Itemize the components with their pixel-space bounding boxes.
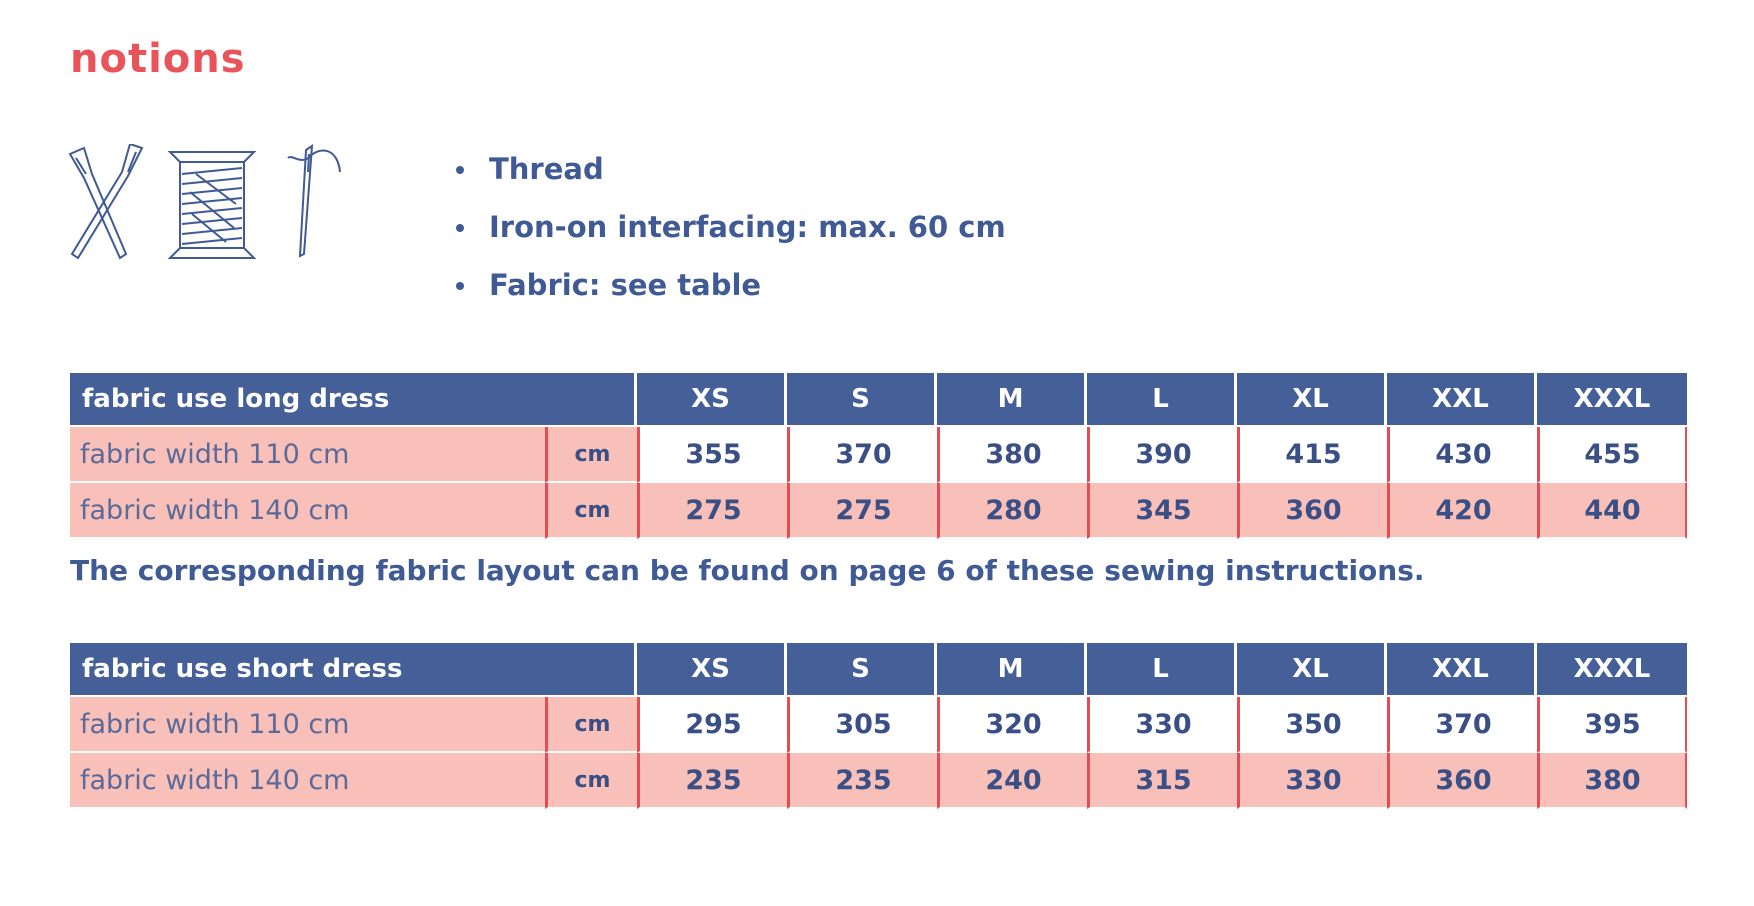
unit: cm (545, 483, 637, 539)
fabric-amount: 350 (1237, 697, 1387, 753)
size-header: S (787, 643, 937, 697)
fabric-amount: 440 (1537, 483, 1687, 539)
size-header: XXXL (1537, 373, 1687, 427)
section-title: notions (70, 36, 246, 82)
unit: cm (545, 697, 637, 753)
fabric-amount: 320 (937, 697, 1087, 753)
notion-item: Thread (452, 146, 1006, 204)
table-title: fabric use short dress (70, 643, 637, 697)
size-header: M (937, 373, 1087, 427)
fabric-amount: 315 (1087, 753, 1237, 809)
fabric-amount: 345 (1087, 483, 1237, 539)
size-header: XL (1237, 643, 1387, 697)
row-label: fabric width 110 cm (70, 427, 545, 483)
notion-item: Fabric: see table (452, 262, 1006, 320)
fabric-amount: 370 (787, 427, 937, 483)
size-header: S (787, 373, 937, 427)
fabric-amount: 380 (937, 427, 1087, 483)
fabric-amount: 305 (787, 697, 937, 753)
size-header: L (1087, 643, 1237, 697)
fabric-amount: 360 (1237, 483, 1387, 539)
fabric-table: fabric use short dress XS S M L XL XXL XXXL fabr… (70, 643, 1690, 809)
fabric-amount: 395 (1537, 697, 1687, 753)
size-header: XXXL (1537, 643, 1687, 697)
fabric-amount: 295 (637, 697, 787, 753)
unit: cm (545, 427, 637, 483)
fabric-amount: 415 (1237, 427, 1387, 483)
fabric-amount: 235 (637, 753, 787, 809)
notions-list: Thread Iron-on interfacing: max. 60 cm F… (452, 146, 1006, 320)
fabric-amount: 275 (637, 483, 787, 539)
fabric-amount: 330 (1237, 753, 1387, 809)
fabric-amount: 355 (637, 427, 787, 483)
fabric-amount: 380 (1537, 753, 1687, 809)
notion-icons (68, 144, 341, 260)
size-header: L (1087, 373, 1237, 427)
fabric-amount: 360 (1387, 753, 1537, 809)
size-header: XXL (1387, 373, 1537, 427)
fabric-amount: 370 (1387, 697, 1537, 753)
row-label: fabric width 140 cm (70, 483, 545, 539)
size-header: XXL (1387, 643, 1537, 697)
fabric-amount: 420 (1387, 483, 1537, 539)
fabric-amount: 455 (1537, 427, 1687, 483)
note: The corresponding fabric layout can be f… (70, 554, 1425, 587)
fabric-table: fabric use long dress XS S M L XL XXL XXXL fabri… (70, 373, 1690, 539)
table-title: fabric use long dress (70, 373, 637, 427)
notion-item: Iron-on interfacing: max. 60 cm (452, 204, 1006, 262)
size-header: XS (637, 373, 787, 427)
fabric-amount: 240 (937, 753, 1087, 809)
size-header: XL (1237, 373, 1387, 427)
fabric-amount: 390 (1087, 427, 1237, 483)
fabric-amount: 330 (1087, 697, 1237, 753)
fabric-amount: 430 (1387, 427, 1537, 483)
size-header: M (937, 643, 1087, 697)
row-label: fabric width 110 cm (70, 697, 545, 753)
fabric-amount: 275 (787, 483, 937, 539)
fabric-amount: 235 (787, 753, 937, 809)
fabric-amount: 280 (937, 483, 1087, 539)
unit: cm (545, 753, 637, 809)
row-label: fabric width 140 cm (70, 753, 545, 809)
size-header: XS (637, 643, 787, 697)
